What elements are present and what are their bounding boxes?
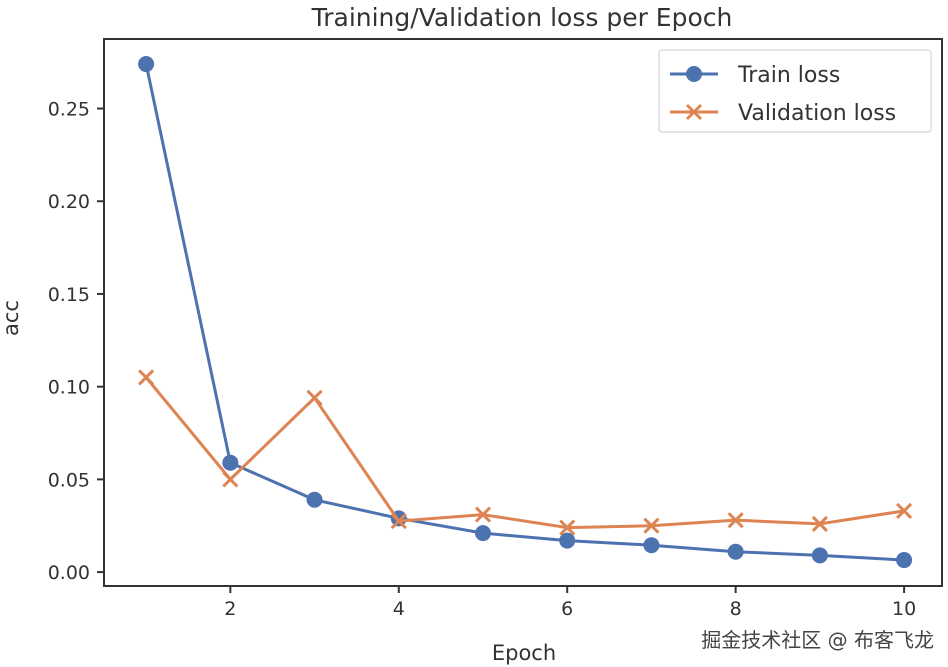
legend: Train loss Validation loss <box>658 49 932 133</box>
train-point <box>896 552 913 569</box>
y-tick-label: 0.15 <box>48 284 90 306</box>
validation-point <box>390 513 407 530</box>
y-axis-label: acc <box>0 300 23 336</box>
series-line-train <box>144 63 905 562</box>
x-tick-label: 6 <box>561 598 573 620</box>
x-tick-label: 8 <box>730 598 742 620</box>
plot-frame <box>103 38 943 587</box>
train-point <box>474 525 491 542</box>
x-axis-label: Epoch <box>492 641 556 665</box>
y-tick-label: 0.00 <box>48 562 90 584</box>
chart-title: Training/Validation loss per Epoch <box>311 3 733 32</box>
y-tick-label: 0.05 <box>48 469 90 491</box>
train-point <box>138 56 155 73</box>
series-line-validation <box>144 376 905 530</box>
train-point <box>306 491 323 508</box>
legend-validation-marker <box>685 103 703 121</box>
validation-point <box>896 502 913 519</box>
y-tick-label: 0.10 <box>48 377 90 399</box>
legend-train-label: Train loss <box>737 63 840 88</box>
validation-point <box>138 369 155 386</box>
y-tick-label: 0.20 <box>48 191 90 213</box>
validation-point <box>222 471 239 488</box>
legend-validation-label: Validation loss <box>738 101 896 126</box>
train-point <box>222 454 239 471</box>
train-point <box>559 532 576 549</box>
legend-train-marker <box>686 66 702 82</box>
train-point <box>643 537 660 554</box>
validation-point <box>306 389 323 406</box>
x-tick-label: 4 <box>393 598 405 620</box>
watermark: 掘金技术社区 @ 布客飞龙 <box>701 628 934 652</box>
y-tick-label: 0.25 <box>48 99 90 121</box>
validation-point <box>727 512 744 529</box>
validation-point <box>811 515 828 532</box>
x-tick-label: 2 <box>224 598 236 620</box>
train-point <box>811 547 828 564</box>
validation-point <box>474 506 492 523</box>
x-tick-label: 10 <box>892 598 916 620</box>
validation-point <box>559 519 576 536</box>
validation-point <box>643 517 660 534</box>
train-point <box>727 543 744 560</box>
